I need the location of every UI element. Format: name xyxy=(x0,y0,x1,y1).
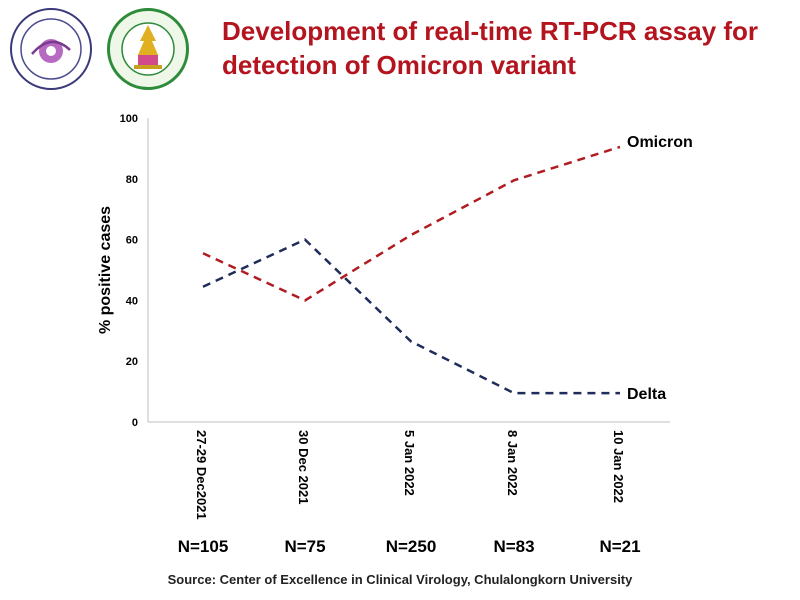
x-tick-label: 30 Dec 2021 xyxy=(296,430,311,504)
y-tick-label: 40 xyxy=(126,295,138,307)
y-tick-labels: 0 20 40 60 80 100 xyxy=(120,113,138,429)
sample-size-label: N=75 xyxy=(284,537,326,556)
sample-size-label: N=21 xyxy=(599,537,641,556)
y-tick-label: 80 xyxy=(126,174,138,186)
series-labels: Omicron Delta xyxy=(627,134,693,403)
x-tick-label: 8 Jan 2022 xyxy=(505,430,520,496)
y-tick-label: 0 xyxy=(132,417,138,429)
series-line-omicron xyxy=(202,145,621,302)
x-tick-label: 10 Jan 2022 xyxy=(611,430,626,503)
sample-size-label: N=250 xyxy=(385,537,437,556)
faculty-of-medicine-chulalongkorn-logo xyxy=(107,8,189,90)
y-tick-label: 20 xyxy=(126,356,138,368)
x-tick-label: 5 Jan 2022 xyxy=(402,430,417,496)
slide-title: Development of real-time RT-PCR assay fo… xyxy=(222,14,792,82)
sample-size-label: N=83 xyxy=(493,537,535,556)
title-line-2: detection of Omicron variant xyxy=(222,50,576,80)
center-of-excellence-logo xyxy=(10,8,92,90)
sample-size-label: N=105 xyxy=(177,537,229,556)
x-tick-label: 27-29 Dec2021 xyxy=(194,430,209,520)
y-axis-title: % positive cases xyxy=(97,206,114,334)
series-label-omicron: Omicron xyxy=(627,134,693,151)
source-note: Source: Center of Excellence in Clinical… xyxy=(167,572,633,587)
series-label-delta: Delta xyxy=(627,386,666,403)
series-lines xyxy=(202,145,621,395)
series-line-delta xyxy=(202,238,620,395)
title-line-1: Development of real-time RT-PCR assay fo… xyxy=(222,16,759,46)
y-tick-label: 100 xyxy=(120,113,138,125)
x-tick-labels: 27-29 Dec2021 30 Dec 2021 5 Jan 2022 8 Jan … xyxy=(194,430,626,520)
y-tick-label: 60 xyxy=(126,235,138,247)
